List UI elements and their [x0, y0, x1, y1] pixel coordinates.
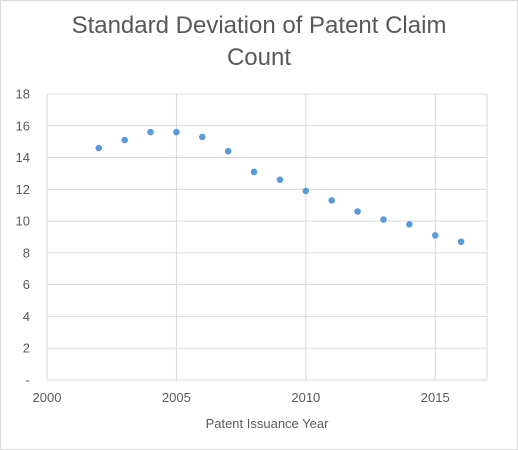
y-tick-label: 6 [23, 277, 30, 292]
x-tick-label: 2010 [291, 390, 320, 405]
data-point [121, 137, 128, 144]
data-point [303, 188, 310, 195]
data-point [173, 129, 180, 136]
y-tick-label: - [26, 373, 30, 388]
y-tick-label: 16 [16, 118, 30, 133]
x-tick-label: 2015 [421, 390, 450, 405]
data-point [251, 169, 258, 176]
data-points [95, 129, 464, 245]
y-tick-label: 18 [16, 87, 30, 102]
tick-labels: - 2 4 6 8 10 12 14 16 18 2000 2005 2010 2015 [16, 87, 450, 406]
data-point [199, 134, 206, 141]
data-point [95, 145, 102, 152]
data-point [328, 197, 335, 204]
y-tick-label: 14 [16, 150, 30, 165]
data-point [147, 129, 154, 136]
data-point [432, 232, 439, 239]
data-point [277, 177, 284, 184]
y-tick-label: 2 [23, 341, 30, 356]
data-point [380, 216, 387, 223]
data-point [354, 208, 361, 215]
data-point [406, 221, 413, 228]
y-tick-label: 10 [16, 214, 30, 229]
x-tick-label: 2005 [162, 390, 191, 405]
y-tick-label: 12 [16, 182, 30, 197]
x-tick-label: 2000 [33, 390, 62, 405]
data-point [225, 148, 232, 155]
data-point [458, 238, 465, 245]
y-tick-label: 8 [23, 245, 30, 260]
x-axis-title: Patent Issuance Year [206, 416, 330, 431]
y-tick-label: 4 [23, 309, 30, 324]
gridlines [47, 94, 487, 380]
